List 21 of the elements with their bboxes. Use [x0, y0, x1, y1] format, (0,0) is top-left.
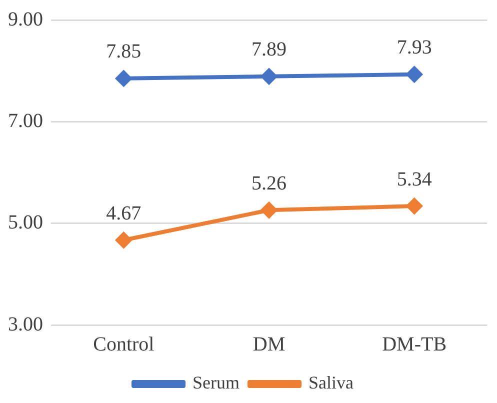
- data-label: 7.89: [252, 38, 286, 61]
- data-label: 7.93: [396, 36, 432, 59]
- y-tick-label: 9.00: [8, 8, 43, 30]
- legend-label: Saliva: [308, 372, 354, 393]
- point: [260, 68, 278, 85]
- point: [406, 198, 423, 215]
- y-tick-label: 5.00: [8, 212, 43, 234]
- data-label: 5.34: [396, 168, 432, 190]
- point: [115, 70, 132, 87]
- point: [260, 202, 278, 219]
- data-label: 7.85: [106, 40, 142, 63]
- y-tick-label: 7.00: [8, 110, 43, 132]
- point: [406, 66, 423, 83]
- y-tick-label: 3.00: [8, 313, 43, 336]
- data-label: 5.26: [252, 172, 286, 194]
- point: [115, 232, 132, 249]
- data-label: 4.67: [106, 202, 142, 224]
- x-tick-label: Control: [93, 333, 155, 356]
- x-tick-label: DM: [252, 333, 286, 356]
- x-tick-label: DM-TB: [382, 333, 447, 356]
- legend-label: Serum: [192, 372, 240, 393]
